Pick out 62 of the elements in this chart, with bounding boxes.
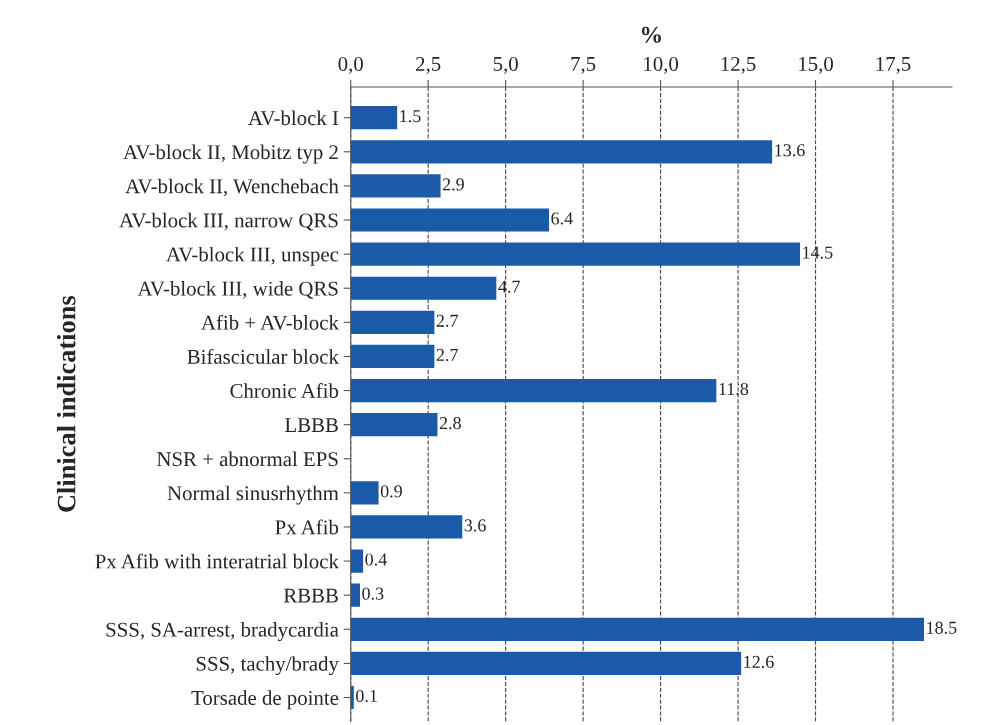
data-label: 18.5 <box>927 621 957 634</box>
y-tick-label: RBBB <box>283 588 338 603</box>
data-label: 6.4 <box>551 212 573 225</box>
y-tick-label: Px Afib with interatrial block <box>95 553 339 569</box>
data-label: 0.9 <box>380 485 402 498</box>
data-label: 13.6 <box>775 144 805 157</box>
data-label: 2.7 <box>436 348 458 362</box>
y-axis-title: Clinical indications <box>56 295 76 512</box>
y-tick-label: Normal sinusrhythm <box>167 485 339 505</box>
data-label: 0.4 <box>365 553 387 566</box>
x-tick-label: 15,0 <box>799 56 833 74</box>
bar <box>350 140 773 164</box>
y-tick-label: AV-block II, Mobitz typ 2 <box>123 144 338 164</box>
data-label: 2.9 <box>442 178 464 191</box>
y-tick-label: AV-block II, Wenchebach <box>125 178 339 197</box>
y-tick-label: NSR + abnormal EPS <box>157 451 338 467</box>
data-label: 3.6 <box>464 519 486 532</box>
y-tick-label: Bifascicular block <box>187 349 339 364</box>
data-label: 11.8 <box>719 382 749 396</box>
y-tick-label: Afib + AV-block <box>201 314 339 330</box>
y-tick-label: Torsade de pointe <box>191 690 339 710</box>
bar <box>350 242 801 266</box>
y-tick-label: AV-block I <box>248 110 339 126</box>
x-tick-label: 17,5 <box>876 57 911 74</box>
bar <box>350 208 550 232</box>
bar <box>350 515 463 539</box>
bar <box>350 276 497 300</box>
bar <box>350 481 379 505</box>
bar <box>350 651 742 675</box>
y-tick-label: AV-block III, unspec <box>166 246 339 266</box>
data-label: 0.3 <box>362 587 384 600</box>
x-tick-label: 10,0 <box>644 56 679 74</box>
data-label: 2.7 <box>436 314 458 327</box>
data-label: 4.7 <box>498 280 520 293</box>
data-label: 0.1 <box>356 689 377 703</box>
bar <box>350 174 441 198</box>
data-label: 2.8 <box>439 416 461 430</box>
bar <box>350 549 364 573</box>
data-label: 14.5 <box>803 246 833 259</box>
x-tick-label: 7,5 <box>571 57 596 74</box>
bar <box>350 685 354 710</box>
bar <box>350 583 360 607</box>
bar <box>350 106 398 130</box>
bar <box>350 344 435 369</box>
y-tick-label: Px Afib <box>275 519 339 535</box>
bar <box>350 378 717 403</box>
bar <box>350 617 925 641</box>
x-tick-label: 0,0 <box>338 56 363 74</box>
y-tick-label: AV-block III, narrow QRS <box>119 212 338 231</box>
y-tick-label: Chronic Afib <box>230 383 339 398</box>
y-tick-label: SSS, tachy/brady <box>196 656 339 676</box>
x-tick-label: 12,5 <box>721 56 756 74</box>
data-label: 1.5 <box>400 110 421 123</box>
y-tick-label: SSS, SA-arrest, bradycardia <box>106 622 339 642</box>
x-tick-label: 5,0 <box>493 56 518 74</box>
x-axis-title: % <box>641 26 661 43</box>
bar <box>350 413 438 437</box>
y-tick-label: LBBB <box>285 418 338 432</box>
data-label: 12.6 <box>744 655 774 668</box>
y-tick-label: AV-block III, wide QRS <box>137 281 338 299</box>
bar <box>350 310 435 334</box>
x-tick-label: 2,5 <box>416 56 441 74</box>
